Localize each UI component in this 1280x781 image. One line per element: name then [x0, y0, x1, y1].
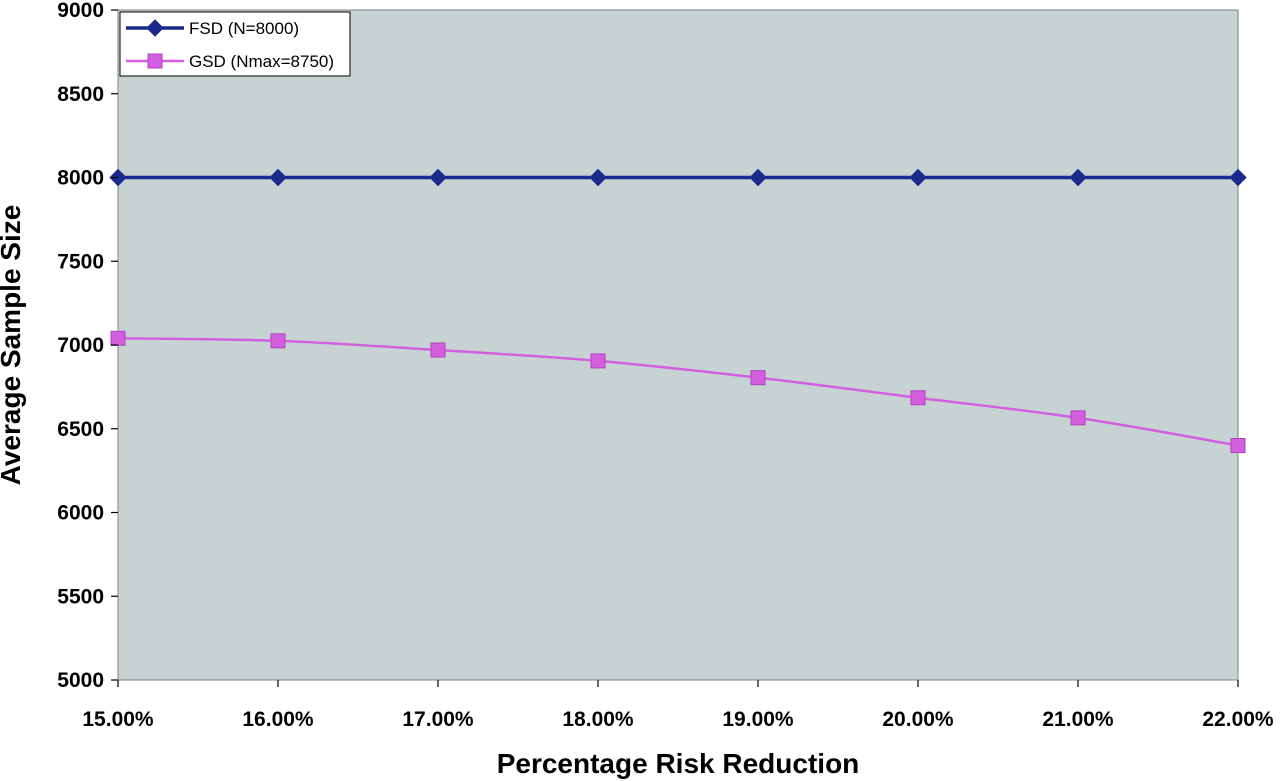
x-tick-label: 20.00% [882, 708, 954, 731]
chart-marks [109, 168, 1247, 453]
x-tick-label: 22.00% [1202, 708, 1274, 731]
legend-marker [147, 53, 163, 69]
y-tick-label: 8500 [57, 83, 104, 106]
data-point-gsd [110, 330, 126, 346]
data-point-fsd [429, 168, 447, 187]
y-axis-title: Average Sample Size [0, 205, 26, 486]
legend-label: GSD (Nmax=8750) [189, 52, 334, 71]
data-point-fsd [1229, 168, 1247, 187]
legend-marker [146, 19, 164, 37]
data-point-gsd [270, 333, 286, 349]
y-tick-label: 6500 [57, 418, 104, 441]
y-tick-label: 5500 [57, 585, 104, 608]
data-point-fsd [589, 168, 607, 187]
data-point-gsd [910, 390, 926, 406]
y-tick-label: 8000 [57, 167, 104, 190]
data-point-fsd [909, 168, 927, 187]
y-tick-label: 9000 [57, 0, 104, 22]
y-tick-label: 6000 [57, 502, 104, 525]
x-tick-label: 19.00% [722, 708, 794, 731]
data-point-gsd [590, 353, 606, 369]
data-point-fsd [269, 168, 287, 187]
plot-area [117, 9, 1239, 681]
x-tick-label: 16.00% [242, 708, 314, 731]
x-tick-label: 18.00% [562, 708, 634, 731]
y-tick-label: 5000 [57, 669, 104, 692]
data-point-fsd [749, 168, 767, 187]
series-line-gsd [117, 337, 1239, 447]
legend: FSD (N=8000) GSD (Nmax=8750) [119, 11, 351, 77]
y-axis-ticks: 5000 5500 6000 6500 7000 7500 8000 8500 9000 [57, 0, 118, 692]
data-point-gsd [750, 370, 766, 386]
legend-label: FSD (N=8000) [189, 19, 299, 38]
data-point-gsd [1070, 410, 1086, 426]
data-point-gsd [430, 342, 446, 358]
x-axis-ticks: 15.00% 16.00% 17.00% 18.00% 19.00% 20.00% 21.0… [82, 680, 1274, 731]
x-tick-label: 21.00% [1042, 708, 1114, 731]
data-point-fsd [1069, 168, 1087, 187]
y-tick-label: 7000 [57, 334, 104, 357]
y-tick-label: 7500 [57, 250, 104, 273]
x-tick-label: 17.00% [402, 708, 474, 731]
x-axis-title: Percentage Risk Reduction [497, 748, 860, 779]
data-point-gsd [1230, 438, 1246, 453]
x-tick-label: 15.00% [82, 708, 154, 731]
